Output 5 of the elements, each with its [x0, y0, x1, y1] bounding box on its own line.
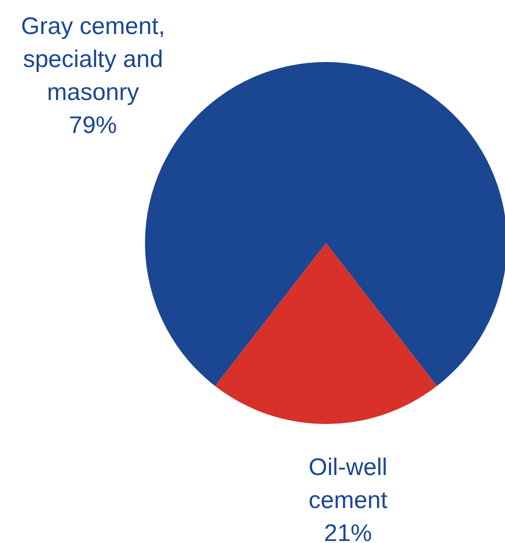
slice-label: Oil-well cement [308, 454, 388, 514]
data-label: 79% [68, 112, 118, 139]
data-label: 21% [324, 520, 372, 543]
slice-label: Gray cement, specialty and masonry [20, 13, 166, 106]
pie-slice [215, 243, 437, 424]
